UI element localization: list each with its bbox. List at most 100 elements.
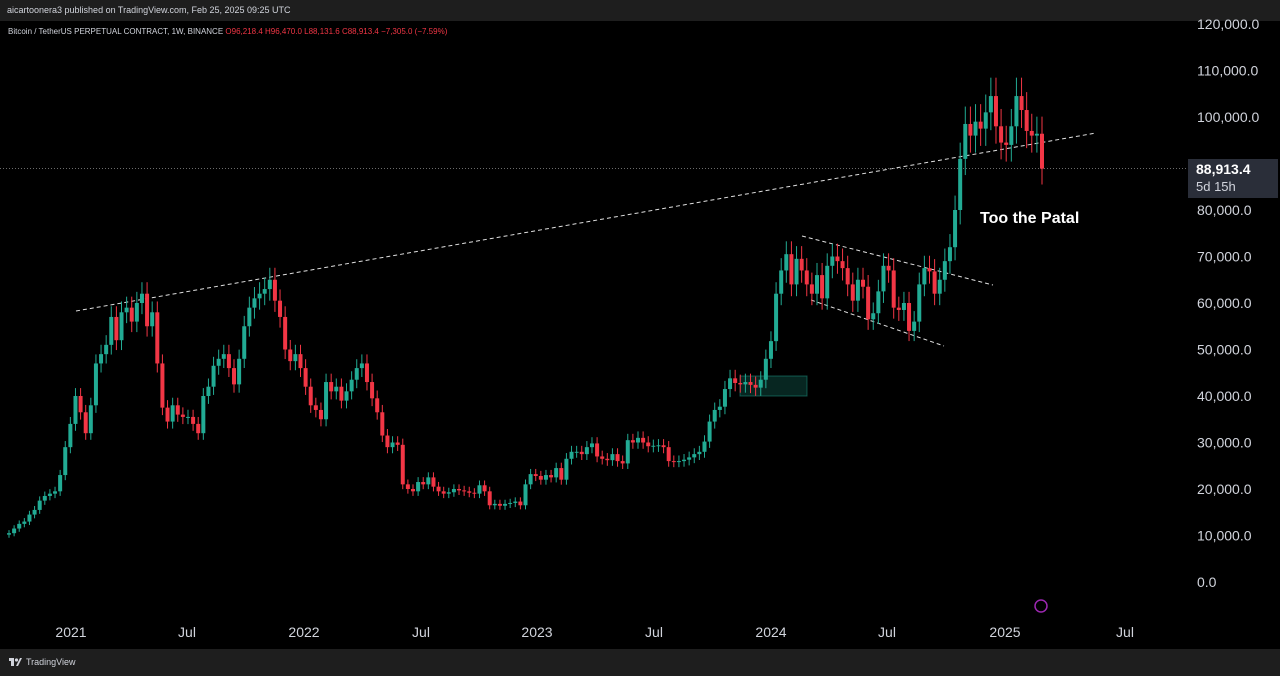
candle-body [600,456,605,459]
candle-body [538,475,543,480]
candle-body [283,316,288,350]
candle-body [651,445,656,447]
candle-body [252,298,257,308]
candle-body [1019,96,1024,111]
candle-body [973,121,978,136]
candle-body [794,258,799,285]
footer-bar [0,649,1280,676]
price-axis[interactable] [1187,21,1280,647]
candle-body [390,442,395,448]
last-price-label [1188,159,1278,198]
candle-body [410,489,415,492]
candle-body [722,389,727,407]
candle-body [370,382,375,399]
candle-body [671,461,676,463]
candle-body [963,123,968,159]
candle-body [242,326,247,359]
candle-body [687,457,692,460]
candle-body [917,284,922,322]
candle-body [257,293,262,299]
candle-body [462,490,467,492]
candle-body [303,368,308,387]
candle-body [446,492,451,494]
candle-body [324,382,329,420]
candle-body [170,405,175,422]
chart-pane[interactable] [0,21,1187,647]
candle-body [774,293,779,342]
x-tick-label: Jul [178,624,196,640]
candle-body [554,468,559,478]
candle-body [12,528,17,534]
candle-body [1009,126,1014,145]
candle-body [625,440,630,464]
candle-body [630,440,635,443]
candle-body [467,491,472,493]
candle-body [385,435,390,448]
candle-body [375,398,380,413]
replay-icon [1034,599,1048,613]
candle-body [820,275,825,299]
candle-body [119,312,124,341]
candle-body [712,409,717,422]
candle-body [656,445,661,447]
candle-body [958,158,963,210]
y-tick-label: 20,000.0 [1197,481,1252,497]
candle-body [988,96,993,113]
candle-body [196,423,201,434]
candle-body [262,289,267,294]
candle-body [947,247,952,262]
candle-body [830,256,835,266]
candle-body [380,412,385,436]
x-tick-label: Jul [412,624,430,640]
candle-body [508,502,513,504]
candle-body [743,382,748,385]
candle-body [139,293,144,303]
candle-body [876,291,881,314]
candle-body [835,256,840,262]
candle-body [615,454,620,462]
candle-body [682,459,687,462]
candle-body [451,489,456,493]
candle-body [901,303,906,310]
candle-body [421,482,426,485]
candle-body [907,303,912,331]
candle-body [825,265,830,299]
candle-body [237,358,242,385]
candle-body [354,368,359,380]
candle-body [733,378,738,383]
candle-body [953,210,958,248]
candle-body [104,344,109,355]
candle-body [533,474,538,476]
candle-body [364,363,369,383]
candle-body [472,492,477,494]
candle-body [758,379,763,388]
candle-body [211,365,216,387]
candle-body [298,354,303,369]
tradingview-logo[interactable]: TradingView [9,657,76,667]
candle-body [99,354,104,364]
candle-body [789,254,794,285]
candle-body [799,258,804,271]
candle-body [68,423,73,448]
candle-body [1029,130,1034,136]
candle-body [492,503,497,506]
candle-body [610,454,615,461]
candle-body [145,293,150,327]
candle-body [886,265,891,271]
x-tick-label: Jul [645,624,663,640]
candle-body [206,386,211,396]
candle-body [605,458,610,461]
candle-body [405,484,410,489]
candle-body [42,495,47,501]
candle-body [871,313,876,320]
candle-body [1024,110,1029,131]
channel-lower-line [810,299,945,347]
candle-body [528,474,533,485]
candle-body [83,412,88,434]
candle-body [768,341,773,359]
candle-body [523,484,528,506]
candle-body [968,123,973,136]
candle-body [912,321,917,331]
candle-body [431,477,436,487]
